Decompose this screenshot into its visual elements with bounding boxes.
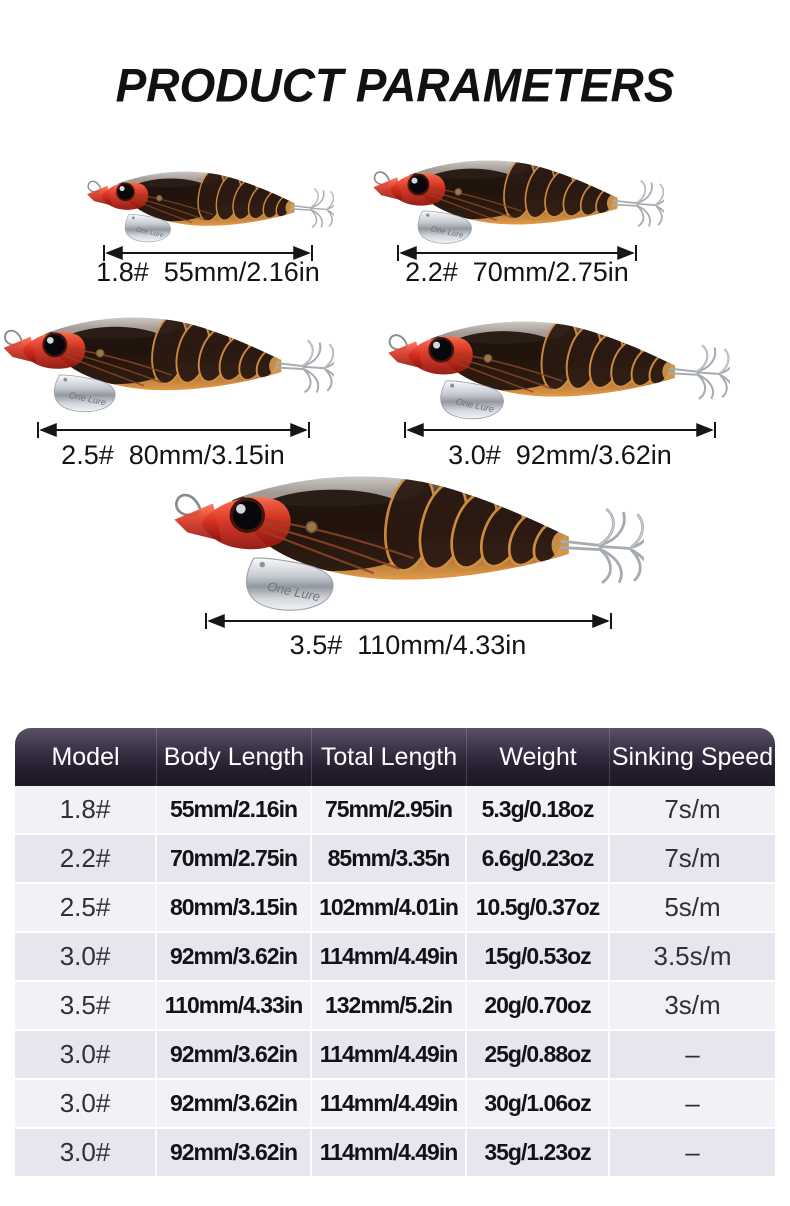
cell-sinking-speed: 7s/m [664, 843, 721, 873]
cell-sinking-speed: 3.5s/m [653, 941, 732, 971]
cell-total-length: 114mm/4.49in [312, 1129, 467, 1176]
cell-weight: 5.3g/0.18oz [467, 786, 610, 833]
cell-body-length: 92mm/3.62in [157, 1031, 312, 1078]
dimension-line-1-8 [103, 245, 313, 261]
lure-image-3-5 [172, 466, 644, 616]
cell-body-length: 70mm/2.75in [157, 835, 312, 882]
cell-weight: 10.5g/0.37oz [467, 884, 610, 931]
header-cell-sinking-speed: Sinking Speed [611, 742, 774, 771]
lure-image-1-8 [86, 166, 334, 245]
cell-total-length: 114mm/4.49in [312, 933, 467, 980]
cell-total-length: 114mm/4.49in [312, 1080, 467, 1127]
dimension-line-3-5 [205, 613, 612, 629]
size-label-3-0: 3.0# 92mm/3.62in [448, 440, 672, 470]
cell-body-length: 92mm/3.62in [157, 1129, 312, 1176]
lure-image-3-0 [386, 314, 730, 423]
cell-model: 2.5# [15, 884, 157, 931]
cell-model: 3.0# [15, 1129, 157, 1176]
cell-sinking-speed: – [685, 1137, 700, 1167]
cell-total-length: 75mm/2.95in [312, 786, 467, 833]
cell-body-length: 92mm/3.62in [157, 1080, 312, 1127]
cell-sinking-speed: 3s/m [664, 990, 721, 1020]
cell-weight: 20g/0.70oz [467, 982, 610, 1029]
header-cell-total-length: Total Length [312, 728, 467, 786]
cell-body-length: 80mm/3.15in [157, 884, 312, 931]
table-row: 1.8# 55mm/2.16in 75mm/2.95in 5.3g/0.18oz… [15, 786, 775, 835]
spec-table: Model Body Length Total Length Weight Si… [15, 728, 775, 1178]
lure-image-2-2 [372, 154, 664, 247]
cell-body-length: 92mm/3.62in [157, 933, 312, 980]
cell-sinking-speed: 5s/m [664, 892, 721, 922]
table-row: 3.0# 92mm/3.62in 114mm/4.49in 35g/1.23oz… [15, 1129, 775, 1178]
table-row: 3.0# 92mm/3.62in 114mm/4.49in 25g/0.88oz… [15, 1031, 775, 1080]
table-row: 3.5# 110mm/4.33in 132mm/5.2in 20g/0.70oz… [15, 982, 775, 1031]
dimension-line-2-2 [397, 245, 637, 261]
cell-weight: 15g/0.53oz [467, 933, 610, 980]
page-title: PRODUCT PARAMETERS [115, 58, 675, 112]
size-label-1-8: 1.8# 55mm/2.16in [96, 257, 320, 287]
cell-weight: 25g/0.88oz [467, 1031, 610, 1078]
size-label-3-5: 3.5# 110mm/4.33in [289, 630, 527, 660]
lure-image-2-5 [2, 310, 334, 416]
dimension-line-2-5 [37, 422, 310, 438]
cell-total-length: 85mm/3.35n [312, 835, 467, 882]
cell-total-length: 114mm/4.49in [312, 1031, 467, 1078]
cell-total-length: 102mm/4.01in [312, 884, 467, 931]
table-row: 3.0# 92mm/3.62in 114mm/4.49in 30g/1.06oz… [15, 1080, 775, 1129]
cell-sinking-speed: – [685, 1088, 700, 1118]
cell-model: 2.2# [15, 835, 157, 882]
cell-model: 3.0# [15, 933, 157, 980]
cell-model: 3.5# [15, 982, 157, 1029]
size-label-2-2: 2.2# 70mm/2.75in [405, 257, 629, 287]
cell-sinking-speed: 7s/m [664, 794, 721, 824]
dimension-line-3-0 [404, 422, 716, 438]
cell-model: 1.8# [15, 786, 157, 833]
table-row: 3.0# 92mm/3.62in 114mm/4.49in 15g/0.53oz… [15, 933, 775, 982]
cell-weight: 30g/1.06oz [467, 1080, 610, 1127]
cell-model: 3.0# [15, 1080, 157, 1127]
header-cell-weight: Weight [467, 728, 610, 786]
header-cell-model: Model [15, 728, 157, 786]
size-label-2-5: 2.5# 80mm/3.15in [61, 440, 285, 470]
cell-sinking-speed: – [685, 1039, 700, 1069]
table-row: 2.5# 80mm/3.15in 102mm/4.01in 10.5g/0.37… [15, 884, 775, 933]
cell-model: 3.0# [15, 1031, 157, 1078]
cell-body-length: 55mm/2.16in [157, 786, 312, 833]
cell-body-length: 110mm/4.33in [157, 982, 312, 1029]
table-row: 2.2# 70mm/2.75in 85mm/3.35n 6.6g/0.23oz … [15, 835, 775, 884]
spec-table-header: Model Body Length Total Length Weight Si… [15, 728, 775, 786]
cell-total-length: 132mm/5.2in [312, 982, 467, 1029]
cell-weight: 6.6g/0.23oz [467, 835, 610, 882]
cell-weight: 35g/1.23oz [467, 1129, 610, 1176]
header-cell-body-length: Body Length [157, 728, 312, 786]
